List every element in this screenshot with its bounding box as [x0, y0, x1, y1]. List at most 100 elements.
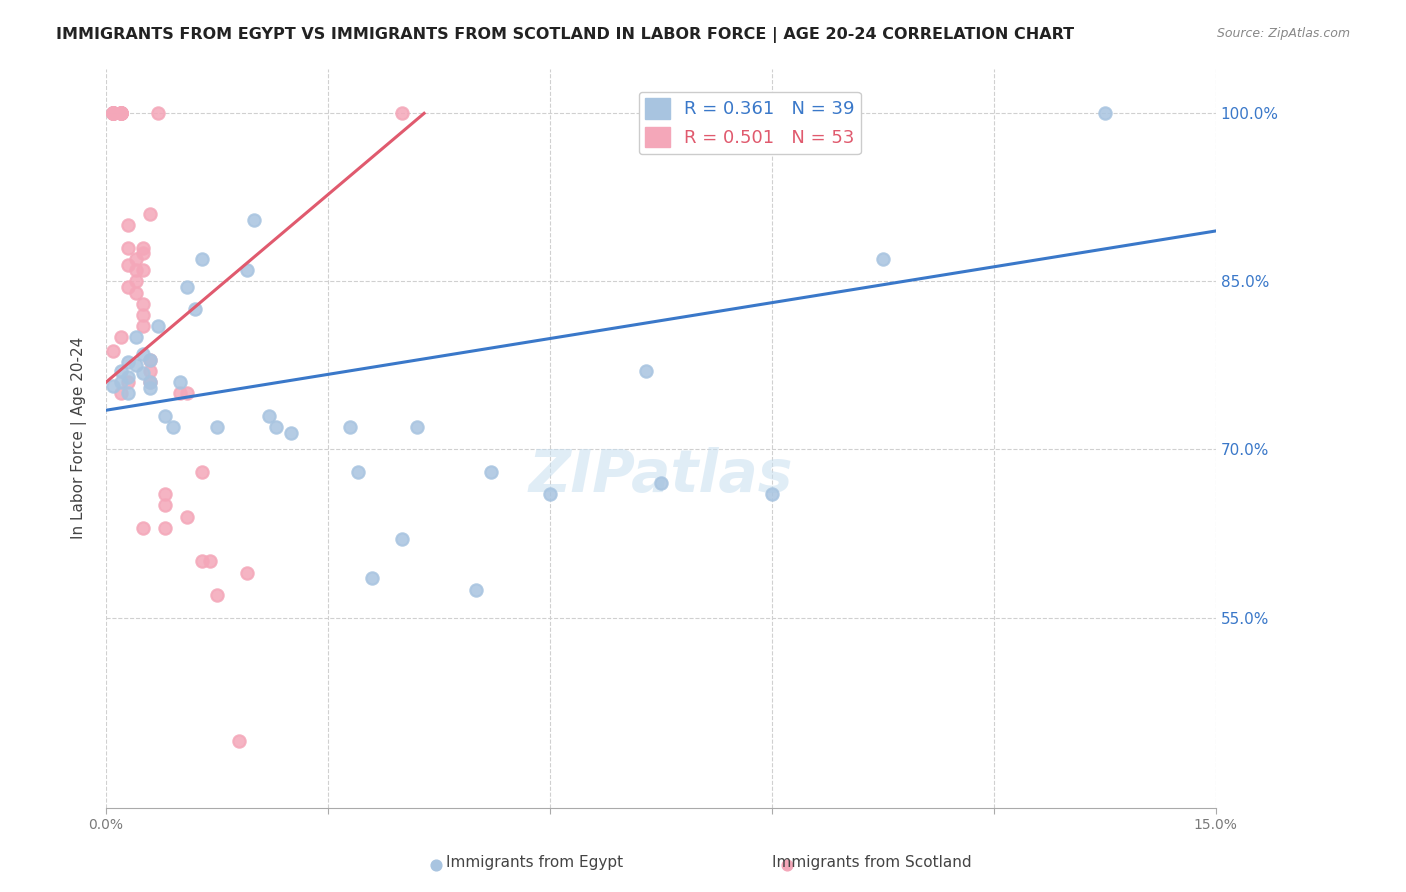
Point — [198, 554, 221, 568]
Point — [464, 582, 486, 597]
Point — [391, 106, 413, 120]
Point — [346, 465, 368, 479]
Point — [139, 381, 162, 395]
Point — [132, 319, 155, 334]
Point — [110, 106, 132, 120]
Point — [761, 487, 783, 501]
Point — [124, 359, 146, 373]
Point — [153, 409, 176, 423]
Point — [117, 280, 139, 294]
Point — [634, 364, 657, 378]
Point — [103, 106, 125, 120]
Point — [176, 386, 198, 401]
Point — [139, 352, 162, 367]
Text: Immigrants from Scotland: Immigrants from Scotland — [772, 855, 972, 870]
Point — [103, 106, 125, 120]
Point — [538, 487, 561, 501]
Point — [405, 420, 427, 434]
Point — [103, 378, 125, 392]
Point — [479, 465, 502, 479]
Point — [124, 263, 146, 277]
Point — [117, 219, 139, 233]
Point — [176, 280, 198, 294]
Point — [139, 376, 162, 390]
Point — [124, 274, 146, 288]
Point — [153, 521, 176, 535]
Point — [110, 106, 132, 120]
Point — [110, 106, 132, 120]
Point — [872, 252, 894, 266]
Point — [339, 420, 361, 434]
Text: Source: ZipAtlas.com: Source: ZipAtlas.com — [1216, 27, 1350, 40]
Point — [103, 106, 125, 120]
Point — [176, 509, 198, 524]
Point — [264, 420, 287, 434]
Point — [103, 106, 125, 120]
Point — [650, 476, 672, 491]
Point — [110, 106, 132, 120]
Point — [139, 376, 162, 390]
Point — [153, 499, 176, 513]
Legend: R = 0.361   N = 39, R = 0.501   N = 53: R = 0.361 N = 39, R = 0.501 N = 53 — [638, 92, 860, 154]
Point — [132, 241, 155, 255]
Point — [139, 352, 162, 367]
Point — [361, 571, 384, 585]
Point — [103, 106, 125, 120]
Point — [205, 420, 228, 434]
Point — [153, 487, 176, 501]
Point — [110, 106, 132, 120]
Point — [117, 258, 139, 272]
Point — [132, 246, 155, 260]
Point — [425, 858, 447, 872]
Point — [103, 106, 125, 120]
Point — [117, 369, 139, 384]
Point — [117, 355, 139, 369]
Point — [117, 241, 139, 255]
Point — [110, 364, 132, 378]
Point — [146, 106, 169, 120]
Point — [184, 302, 207, 317]
Point — [110, 330, 132, 344]
Point — [110, 106, 132, 120]
Point — [132, 366, 155, 380]
Point — [169, 386, 191, 401]
Point — [110, 376, 132, 390]
Point — [103, 343, 125, 358]
Point — [110, 106, 132, 120]
Point — [103, 106, 125, 120]
Point — [228, 733, 250, 747]
Point — [162, 420, 184, 434]
Point — [124, 330, 146, 344]
Point — [132, 263, 155, 277]
Point — [132, 347, 155, 361]
Point — [191, 554, 214, 568]
Point — [146, 319, 169, 334]
Point — [124, 252, 146, 266]
Point — [235, 263, 257, 277]
Point — [132, 521, 155, 535]
Point — [124, 285, 146, 300]
Point — [132, 297, 155, 311]
Point — [169, 376, 191, 390]
Text: ZIPatlas: ZIPatlas — [529, 447, 793, 504]
Point — [117, 376, 139, 390]
Text: Immigrants from Egypt: Immigrants from Egypt — [446, 855, 623, 870]
Point — [280, 425, 302, 440]
Point — [235, 566, 257, 580]
Point — [132, 308, 155, 322]
Point — [776, 858, 799, 872]
Point — [191, 252, 214, 266]
Point — [139, 364, 162, 378]
Point — [110, 386, 132, 401]
Point — [103, 106, 125, 120]
Text: IMMIGRANTS FROM EGYPT VS IMMIGRANTS FROM SCOTLAND IN LABOR FORCE | AGE 20-24 COR: IMMIGRANTS FROM EGYPT VS IMMIGRANTS FROM… — [56, 27, 1074, 43]
Point — [257, 409, 280, 423]
Point — [191, 465, 214, 479]
Point — [1094, 106, 1116, 120]
Point — [205, 588, 228, 602]
Point — [103, 106, 125, 120]
Point — [243, 212, 266, 227]
Point — [139, 207, 162, 221]
Point — [391, 532, 413, 546]
Y-axis label: In Labor Force | Age 20-24: In Labor Force | Age 20-24 — [72, 337, 87, 540]
